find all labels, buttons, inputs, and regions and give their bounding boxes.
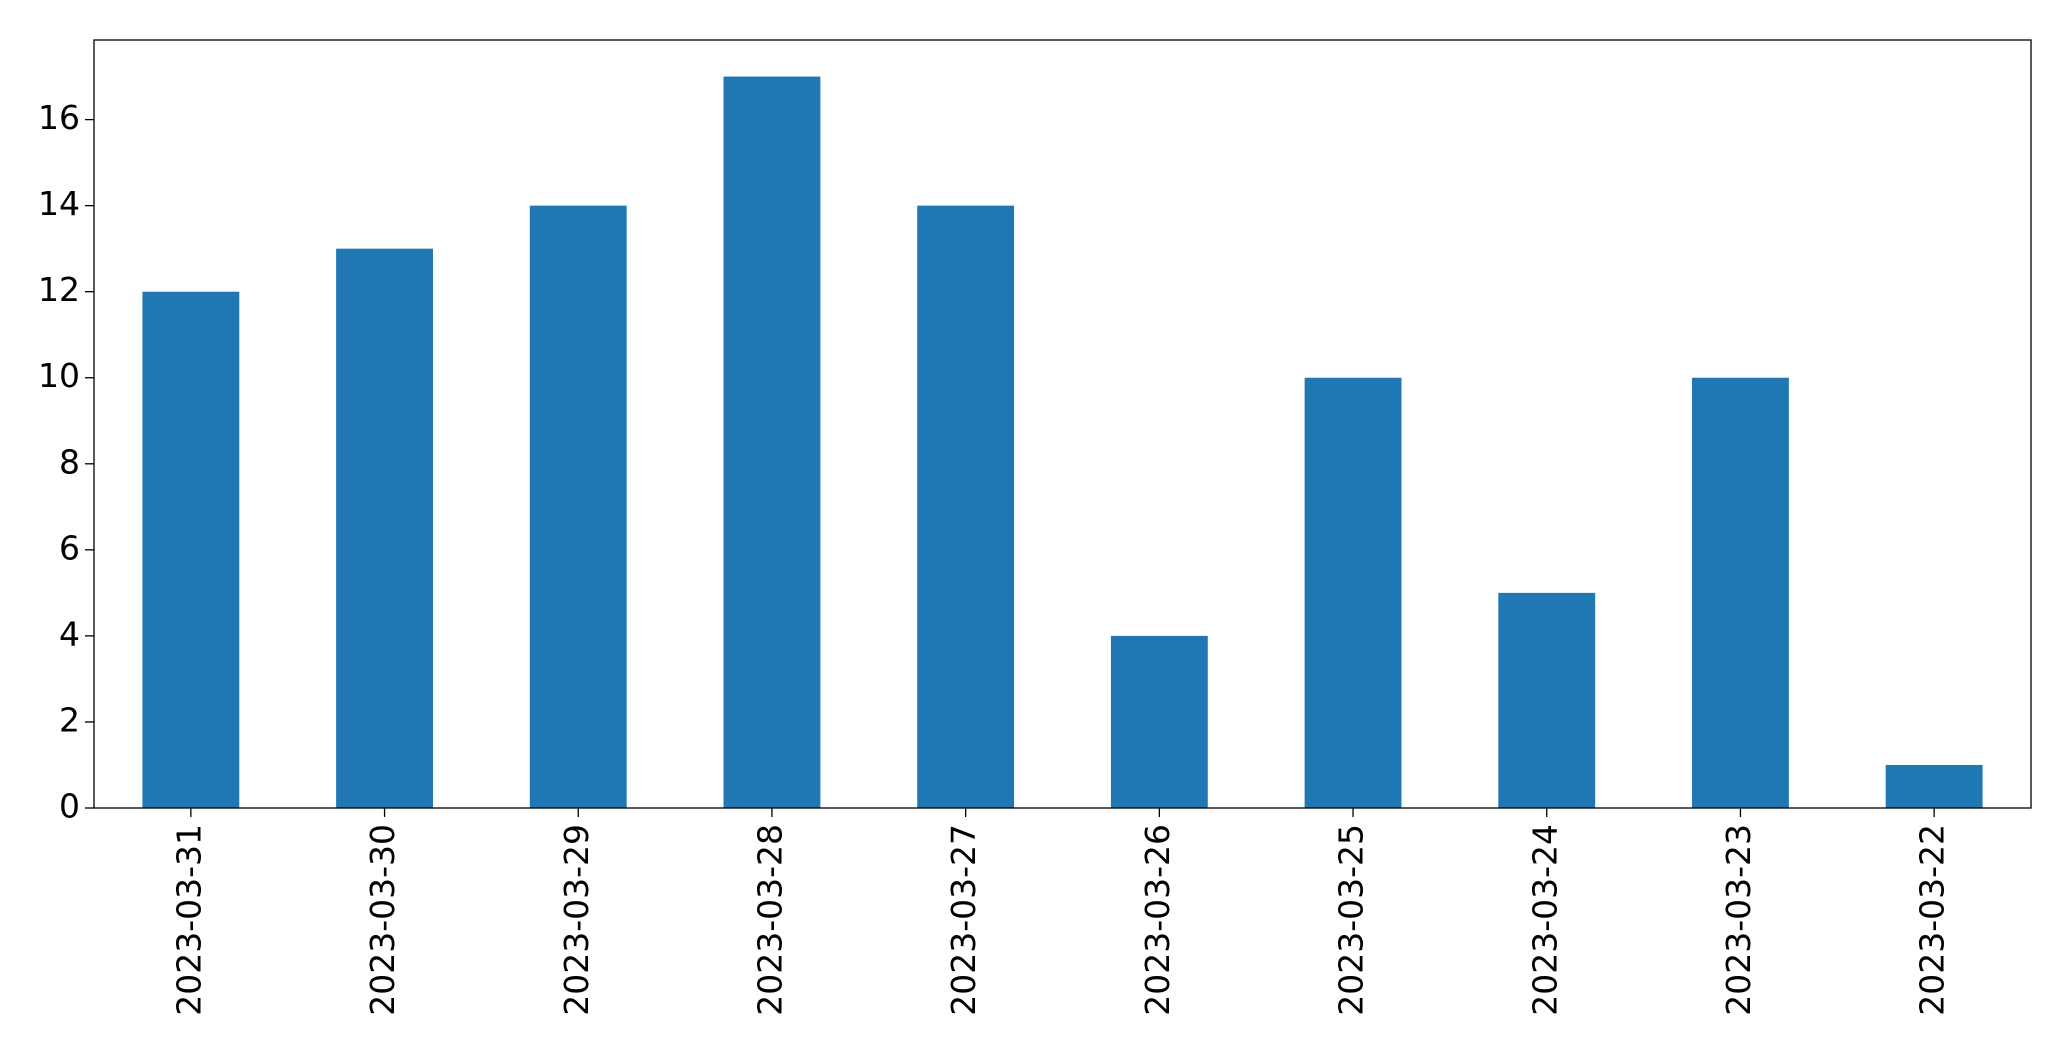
y-tick-label: 2 <box>59 700 80 739</box>
y-tick-label: 12 <box>38 270 80 309</box>
bar <box>1110 635 1208 808</box>
bar <box>917 205 1015 808</box>
bar <box>1885 764 1983 808</box>
x-tick-label: 2023-03-22 <box>1913 824 1952 1016</box>
bar <box>529 205 627 808</box>
x-tick-label: 2023-03-24 <box>1525 824 1564 1016</box>
bar <box>336 248 433 809</box>
y-tick-label: 10 <box>38 356 80 395</box>
y-tick-label: 14 <box>38 184 80 223</box>
x-tick-label: 2023-03-30 <box>363 824 402 1016</box>
x-tick-label: 2023-03-25 <box>1332 824 1371 1016</box>
bar <box>142 291 240 808</box>
y-tick-label: 16 <box>38 98 80 137</box>
plot-frame <box>93 39 2032 809</box>
x-tick-label: 2023-03-27 <box>944 824 983 1016</box>
y-tick-label: 0 <box>59 787 80 826</box>
bar <box>1692 377 1789 808</box>
bar <box>723 76 821 809</box>
x-tick-label: 2023-03-26 <box>1138 824 1177 1016</box>
x-tick-label: 2023-03-31 <box>169 824 208 1016</box>
x-tick-label: 2023-03-29 <box>557 824 596 1016</box>
y-tick-label: 4 <box>59 614 80 653</box>
x-tick-label: 2023-03-28 <box>750 824 789 1016</box>
y-tick-label: 6 <box>59 528 80 567</box>
bar <box>1304 377 1402 808</box>
y-tick-label: 8 <box>59 442 80 481</box>
bar <box>1498 592 1596 808</box>
x-tick-label: 2023-03-23 <box>1719 824 1758 1016</box>
